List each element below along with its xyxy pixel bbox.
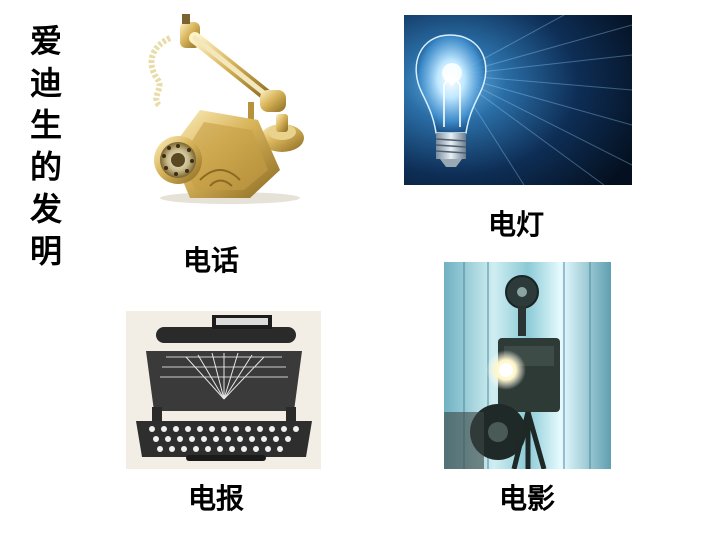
typewriter-image bbox=[126, 311, 321, 469]
caption-telegraph: 电报 bbox=[188, 482, 245, 515]
typewriter-icon bbox=[126, 311, 321, 469]
title-char: 的 bbox=[29, 148, 62, 186]
telephone-image bbox=[140, 10, 315, 205]
caption-film: 电影 bbox=[499, 482, 556, 515]
title-char: 发 bbox=[29, 190, 62, 228]
slide-title-vertical: 爱 迪 生 的 发 明 bbox=[25, 20, 67, 272]
film-projector-image bbox=[444, 262, 611, 469]
title-char: 明 bbox=[29, 232, 62, 270]
film-projector-icon bbox=[444, 262, 611, 469]
light-bulb-image bbox=[404, 15, 632, 185]
title-char: 爱 bbox=[29, 22, 62, 60]
caption-light-bulb: 电灯 bbox=[488, 208, 545, 241]
light-bulb-icon bbox=[404, 15, 632, 185]
telephone-icon bbox=[140, 10, 315, 205]
title-char: 迪 bbox=[29, 64, 62, 102]
caption-telephone: 电话 bbox=[183, 244, 240, 277]
title-char: 生 bbox=[29, 106, 62, 144]
